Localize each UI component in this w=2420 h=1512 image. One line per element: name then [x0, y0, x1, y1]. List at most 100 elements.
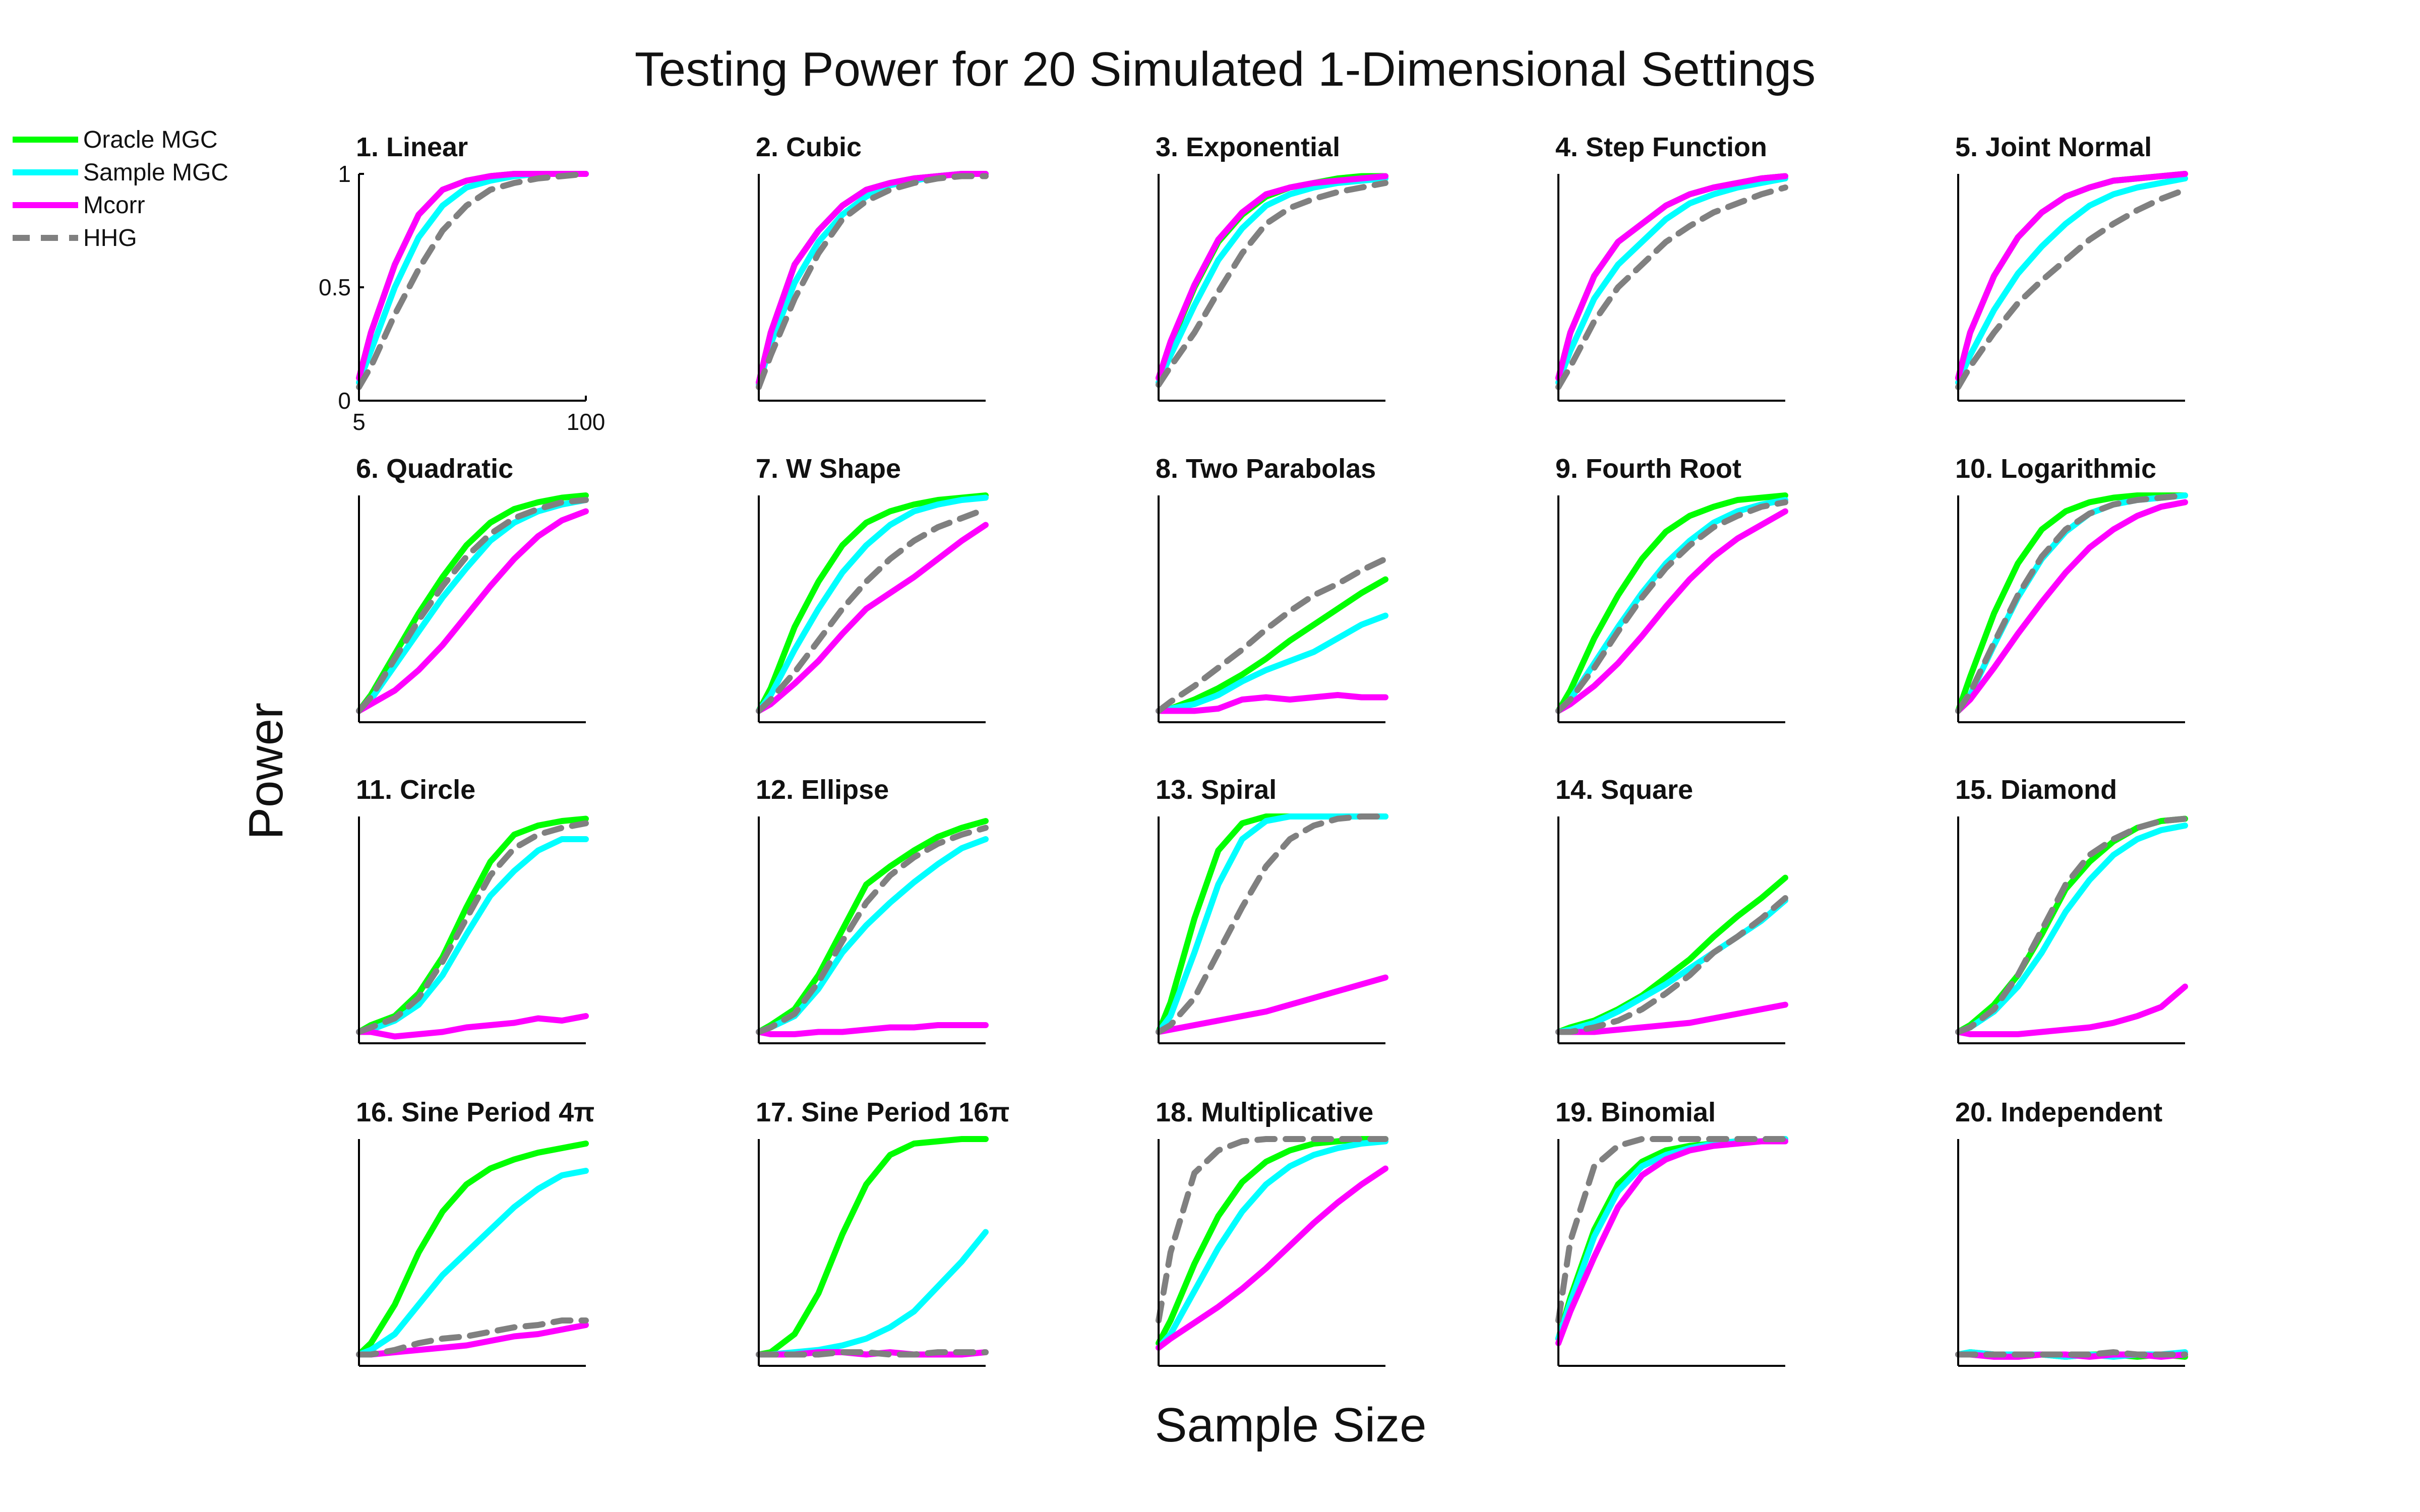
legend-label-oracle-mgc: Oracle MGC: [83, 127, 218, 153]
subplot-20: 20. Independent: [1955, 1097, 2188, 1367]
subplot-7: 7. W Shape: [756, 454, 989, 723]
legend-label-sample-mgc: Sample MGC: [83, 159, 228, 186]
series-line-mcorr: [1555, 1138, 1788, 1346]
subplot-title: 8. Two Parabolas: [1156, 454, 1376, 484]
series-line-hhg: [1955, 815, 2188, 1035]
legend: Oracle MGC Sample MGC Mcorr HHG: [13, 127, 228, 251]
series-line-hhg: [1555, 499, 1788, 714]
subplot-title: 15. Diamond: [1955, 775, 2117, 805]
series-line-hhg: [1555, 184, 1788, 390]
subplot-6: 6. Quadratic: [356, 454, 589, 723]
series-line-mcorr: [1955, 499, 2188, 714]
figure-title: Testing Power for 20 Simulated 1-Dimensi…: [635, 42, 1816, 96]
legend-label-hhg: HHG: [83, 225, 137, 251]
subplot-10: 10. Logarithmic: [1955, 454, 2188, 723]
series-line-sample-mgc: [1156, 1138, 1388, 1351]
series-line-sample-mgc: [1955, 492, 2188, 714]
subplot-3: 3. Exponential: [1156, 132, 1388, 402]
series-line-hhg: [1555, 895, 1788, 1035]
series-line-sample-mgc: [1156, 175, 1388, 386]
series-line-sample-mgc: [356, 836, 589, 1035]
series-line-hhg: [1156, 556, 1388, 714]
subplot-2: 2. Cubic: [756, 132, 989, 402]
series-line-hhg: [756, 173, 989, 390]
series-line-mcorr: [1955, 983, 2188, 1037]
series-line-mcorr: [756, 171, 989, 386]
subplot-title: 5. Joint Normal: [1955, 132, 2152, 162]
subplot-18: 18. Multiplicative: [1156, 1097, 1388, 1367]
subplot-grid: 1. Linear 0 0.5 1 5 100 2. Cubic 3. Exponential…: [319, 132, 2188, 1367]
y-tick-label: 0.5: [319, 274, 351, 300]
subplot-title: 1. Linear: [356, 132, 468, 162]
subplot-13: 13. Spiral: [1156, 775, 1388, 1044]
series-line-mcorr: [1555, 508, 1788, 714]
series-line-oracle-mgc: [1156, 173, 1388, 381]
series-line-oracle-mgc: [1955, 492, 2188, 714]
y-tick-label: 1: [338, 161, 351, 187]
series-line-mcorr: [1156, 173, 1388, 381]
series-line-mcorr: [1955, 171, 2188, 381]
series-line-oracle-mgc: [1156, 576, 1388, 714]
series-line-hhg: [1555, 1136, 1788, 1324]
subplot-title: 19. Binomial: [1555, 1097, 1716, 1127]
subplot-title: 6. Quadratic: [356, 454, 513, 484]
subplot-title: 7. W Shape: [756, 454, 901, 484]
subplot-title: 10. Logarithmic: [1955, 454, 2156, 484]
series-line-sample-mgc: [756, 836, 989, 1035]
series-line-sample-mgc: [756, 171, 989, 388]
series-line-oracle-mgc: [756, 492, 989, 714]
series-line-sample-mgc: [1555, 175, 1788, 386]
series-line-mcorr: [756, 1022, 989, 1037]
series-line-hhg: [1156, 813, 1388, 1035]
subplot-4: 4. Step Function: [1555, 132, 1788, 402]
subplot-title: 4. Step Function: [1555, 132, 1767, 162]
x-axis-label: Sample Size: [1155, 1398, 1427, 1452]
series-line-sample-mgc: [356, 1168, 589, 1358]
series-line-mcorr: [1156, 974, 1388, 1035]
series-line-hhg: [756, 825, 989, 1035]
series-line-oracle-mgc: [1156, 1136, 1388, 1346]
series-line-mcorr: [756, 522, 989, 714]
series-line-hhg: [356, 171, 589, 390]
series-line-hhg: [1955, 1349, 2188, 1358]
subplot-11: 11. Circle: [356, 775, 589, 1044]
series-line-hhg: [356, 497, 589, 714]
subplot-title: 11. Circle: [356, 775, 475, 805]
subplot-16: 16. Sine Period 4π: [356, 1097, 595, 1367]
series-line-hhg: [1955, 186, 2188, 390]
legend-label-mcorr: Mcorr: [83, 192, 145, 219]
series-line-oracle-mgc: [1555, 492, 1788, 714]
series-line-sample-mgc: [756, 494, 989, 714]
subplot-9: 9. Fourth Root: [1555, 454, 1788, 723]
subplot-14: 14. Square: [1555, 775, 1788, 1044]
series-line-oracle-mgc: [756, 1136, 989, 1358]
subplot-5: 5. Joint Normal: [1955, 132, 2188, 402]
series-line-oracle-mgc: [356, 1141, 589, 1358]
subplot-title: 9. Fourth Root: [1555, 454, 1741, 484]
subplot-15: 15. Diamond: [1955, 775, 2188, 1044]
series-line-mcorr: [1555, 1001, 1788, 1035]
series-line-oracle-mgc: [356, 492, 589, 714]
subplot-title: 12. Ellipse: [756, 775, 889, 805]
y-axis-label: Power: [239, 703, 293, 840]
y-tick-label: 0: [338, 388, 351, 414]
series-line-oracle-mgc: [1955, 815, 2188, 1035]
series-line-hhg: [1156, 180, 1388, 388]
subplot-title: 18. Multiplicative: [1156, 1097, 1373, 1127]
series-line-hhg: [756, 506, 989, 714]
series-line-sample-mgc: [1955, 175, 2188, 386]
series-line-hhg: [356, 820, 589, 1035]
subplot-12: 12. Ellipse: [756, 775, 989, 1044]
subplot-title: 20. Independent: [1955, 1097, 2162, 1127]
series-line-mcorr: [1156, 1165, 1388, 1351]
x-tick-label: 100: [567, 409, 606, 435]
series-line-hhg: [1156, 1136, 1388, 1324]
series-line-sample-mgc: [1955, 823, 2188, 1035]
series-line-mcorr: [356, 171, 589, 381]
series-line-mcorr: [356, 508, 589, 714]
subplot-title: 2. Cubic: [756, 132, 862, 162]
subplot-17: 17. Sine Period 16π: [756, 1097, 1010, 1367]
series-line-hhg: [756, 1349, 989, 1358]
subplot-8: 8. Two Parabolas: [1156, 454, 1388, 723]
